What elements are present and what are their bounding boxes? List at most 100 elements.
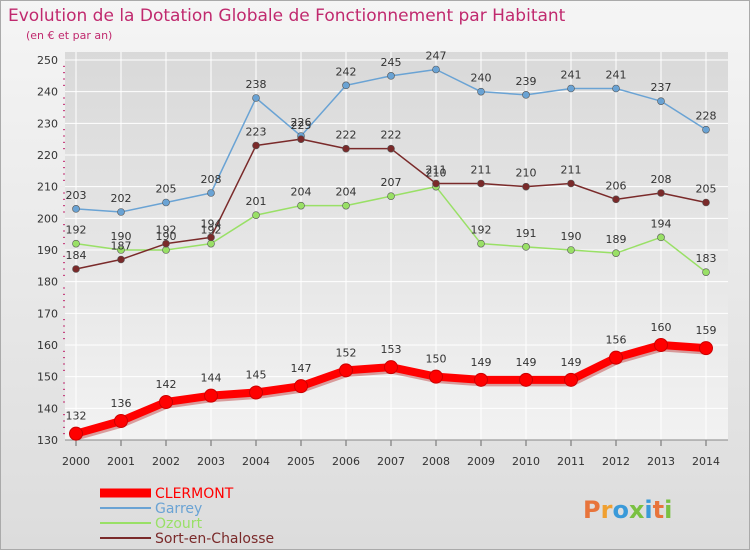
data-labels-clermont: 132 136 142 144 145 147 152 153 150 149 149 149 156 1…	[66, 321, 717, 423]
data-label: 241	[561, 69, 582, 82]
data-label: 187	[111, 240, 132, 253]
series-garrey	[72, 65, 710, 216]
x-tick-label: 2013	[647, 455, 675, 468]
data-point	[114, 414, 128, 428]
data-label: 194	[651, 217, 672, 230]
data-point	[477, 239, 485, 248]
data-label: 226	[291, 116, 312, 129]
data-point	[699, 341, 713, 356]
data-label: 192	[66, 224, 87, 237]
x-tick-label: 2010	[512, 455, 540, 468]
data-point	[429, 369, 443, 384]
x-tick-label: 2001	[107, 455, 135, 468]
data-point	[702, 268, 710, 276]
data-label: 204	[336, 186, 357, 199]
data-label: 225	[291, 119, 312, 132]
data-point	[477, 87, 485, 96]
data-label: 206	[606, 179, 627, 192]
data-point	[567, 246, 575, 254]
x-tick-label: 2004	[242, 455, 270, 468]
data-point	[297, 135, 305, 143]
y-tick-label: 170	[37, 307, 58, 320]
legend-label: Sort-en-Chalosse	[155, 531, 274, 547]
data-point	[564, 372, 578, 387]
data-label: 245	[381, 56, 402, 69]
data-label: 194	[201, 217, 222, 230]
data-point	[72, 205, 80, 213]
data-label: 211	[561, 164, 582, 177]
data-label: 149	[561, 356, 582, 369]
data-label: 241	[606, 69, 627, 82]
data-point	[117, 208, 125, 216]
data-label: 144	[201, 372, 222, 385]
data-point	[297, 201, 305, 210]
data-point	[252, 141, 260, 150]
data-label: 190	[156, 230, 177, 243]
data-point	[657, 189, 665, 197]
data-label: 150	[426, 353, 447, 366]
data-label: 208	[651, 173, 672, 186]
data-point	[342, 201, 350, 210]
legend-label: Garrey	[155, 501, 202, 517]
data-point	[567, 179, 575, 188]
data-label: 190	[561, 230, 582, 243]
chart-subtitle: (en € et par an)	[26, 29, 112, 42]
data-label: 145	[246, 369, 267, 382]
proxiti-logo: Proxiti	[583, 496, 672, 524]
data-point	[387, 192, 395, 200]
series-clermont	[69, 338, 713, 441]
x-tick-label: 2007	[377, 455, 405, 468]
data-point	[339, 363, 353, 378]
y-tick-label: 230	[37, 117, 58, 130]
data-label: 228	[696, 110, 717, 123]
data-label: 211	[426, 164, 447, 177]
data-label: 149	[516, 356, 537, 369]
legend-item: Sort-en-Chalosse	[100, 531, 274, 547]
data-point	[72, 239, 80, 248]
data-point	[612, 84, 620, 93]
x-tick-label: 2014	[692, 455, 720, 468]
data-label: 160	[651, 321, 672, 334]
data-label: 205	[696, 183, 717, 196]
data-point	[117, 255, 125, 264]
data-point	[204, 388, 218, 403]
y-tick-label: 200	[37, 212, 58, 225]
data-label: 156	[606, 334, 627, 347]
plot-background	[65, 52, 728, 440]
data-point	[342, 144, 350, 153]
legend-item: Garrey	[100, 501, 202, 517]
plot-area: 130 140 150 160 170 180 190 200 210 220 230 240 250 2…	[37, 50, 728, 468]
logo-text: Proxiti	[583, 496, 672, 524]
data-point	[477, 179, 485, 188]
data-label: 189	[606, 233, 627, 246]
data-label: 132	[66, 410, 87, 423]
legend-label: Ozourt	[155, 516, 203, 532]
y-tick-label: 150	[37, 371, 58, 384]
data-label: 222	[336, 129, 357, 142]
data-label: 183	[696, 252, 717, 265]
x-tick-label: 2011	[557, 455, 585, 468]
data-label: 149	[471, 356, 492, 369]
data-point	[657, 97, 665, 105]
data-label: 190	[111, 230, 132, 243]
x-tick-label: 2000	[62, 455, 90, 468]
data-label: 239	[516, 75, 537, 88]
data-label: 159	[696, 324, 717, 337]
data-label: 201	[246, 195, 267, 208]
y-tick-label: 210	[37, 181, 58, 194]
x-tick-label: 2009	[467, 455, 495, 468]
x-tick-label: 2012	[602, 455, 630, 468]
data-point	[207, 189, 215, 197]
data-point	[159, 395, 173, 409]
data-point	[249, 385, 263, 400]
data-label: 152	[336, 346, 357, 359]
data-point	[474, 372, 488, 387]
y-tick-label: 160	[37, 339, 58, 352]
data-label: 207	[381, 176, 402, 189]
data-point	[522, 91, 530, 99]
data-label: 205	[156, 183, 177, 196]
data-point	[69, 426, 83, 441]
data-label: 238	[246, 78, 267, 91]
x-tick-label: 2002	[152, 455, 180, 468]
